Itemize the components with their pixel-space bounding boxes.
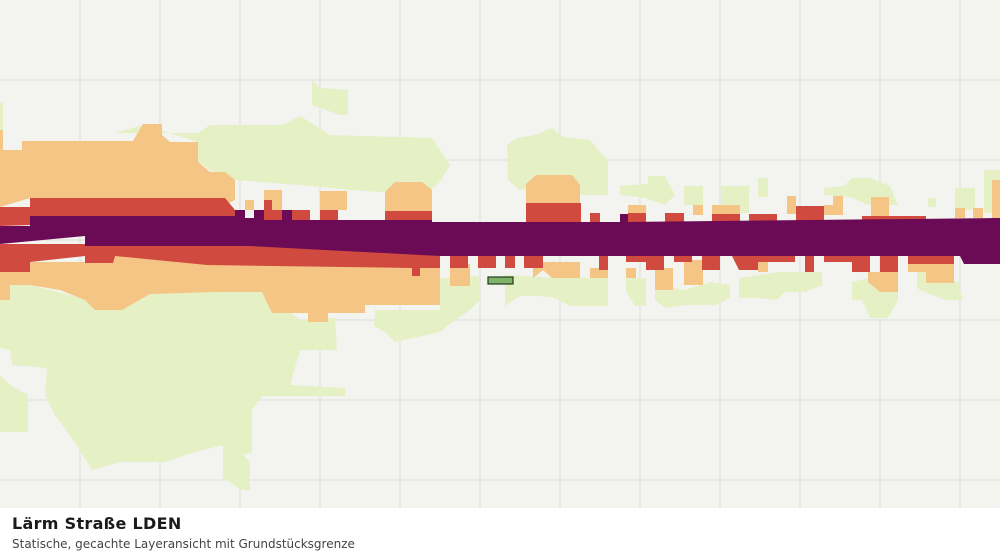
noise-area bbox=[385, 182, 432, 211]
noise-area bbox=[973, 208, 983, 218]
noise-area bbox=[730, 252, 795, 270]
noise-area bbox=[655, 268, 673, 290]
noise-area bbox=[758, 262, 768, 272]
noise-area bbox=[0, 210, 1000, 264]
noise-zone-medium bbox=[0, 124, 1000, 322]
noise-area bbox=[620, 176, 675, 205]
noise-area bbox=[374, 276, 480, 342]
noise-area bbox=[0, 375, 28, 432]
map-subtitle: Statische, gecachte Layeransicht mit Gru… bbox=[12, 537, 355, 551]
noise-area bbox=[684, 186, 703, 205]
noise-area bbox=[796, 206, 824, 222]
noise-area bbox=[599, 252, 608, 270]
noise-area bbox=[507, 128, 608, 195]
noise-area bbox=[824, 254, 870, 272]
noise-area bbox=[871, 197, 889, 216]
noise-area bbox=[805, 254, 814, 272]
noise-area bbox=[712, 205, 740, 215]
noise-area bbox=[824, 196, 843, 215]
noise-area bbox=[628, 213, 646, 222]
noise-area bbox=[533, 262, 580, 278]
noise-area bbox=[590, 268, 608, 278]
noise-area bbox=[115, 116, 450, 192]
noise-zone-very-high bbox=[0, 210, 1000, 264]
noise-area bbox=[628, 205, 646, 215]
map[interactable] bbox=[0, 0, 1000, 508]
noise-area bbox=[908, 264, 954, 283]
noise-area bbox=[684, 260, 703, 285]
noise-area bbox=[320, 191, 347, 210]
noise-area bbox=[0, 282, 345, 490]
noise-area bbox=[626, 268, 636, 278]
noise-area bbox=[702, 252, 720, 270]
noise-area bbox=[526, 203, 581, 222]
noise-area bbox=[955, 208, 965, 218]
noise-area bbox=[320, 210, 338, 220]
noise-zone-low bbox=[0, 80, 1000, 490]
noise-area bbox=[880, 254, 898, 272]
noise-area bbox=[590, 213, 600, 222]
noise-area bbox=[908, 256, 954, 264]
noise-area bbox=[868, 272, 898, 292]
noise-area bbox=[665, 213, 684, 222]
noise-area bbox=[0, 103, 3, 130]
noise-area bbox=[626, 278, 646, 306]
noise-area bbox=[526, 175, 580, 203]
noise-area bbox=[693, 205, 703, 215]
noise-area bbox=[505, 275, 608, 306]
noise-area bbox=[955, 188, 975, 210]
noise-area bbox=[312, 80, 348, 115]
noise-area bbox=[626, 252, 664, 270]
noise-area bbox=[655, 282, 730, 308]
noise-area bbox=[0, 255, 440, 322]
noise-area bbox=[992, 180, 1000, 218]
noise-area bbox=[245, 200, 254, 210]
noise-area bbox=[712, 214, 740, 222]
map-title: Lärm Straße LDEN bbox=[12, 514, 182, 533]
noise-area bbox=[0, 124, 235, 207]
noise-area bbox=[739, 272, 822, 300]
noise-area bbox=[928, 198, 936, 207]
noise-area bbox=[450, 264, 470, 286]
parcel-boundary[interactable] bbox=[487, 276, 514, 285]
noise-area bbox=[787, 196, 796, 214]
noise-area bbox=[758, 178, 768, 197]
legend-footer: Lärm Straße LDEN Statische, gecachte Lay… bbox=[0, 508, 1000, 560]
noise-area bbox=[749, 214, 777, 222]
